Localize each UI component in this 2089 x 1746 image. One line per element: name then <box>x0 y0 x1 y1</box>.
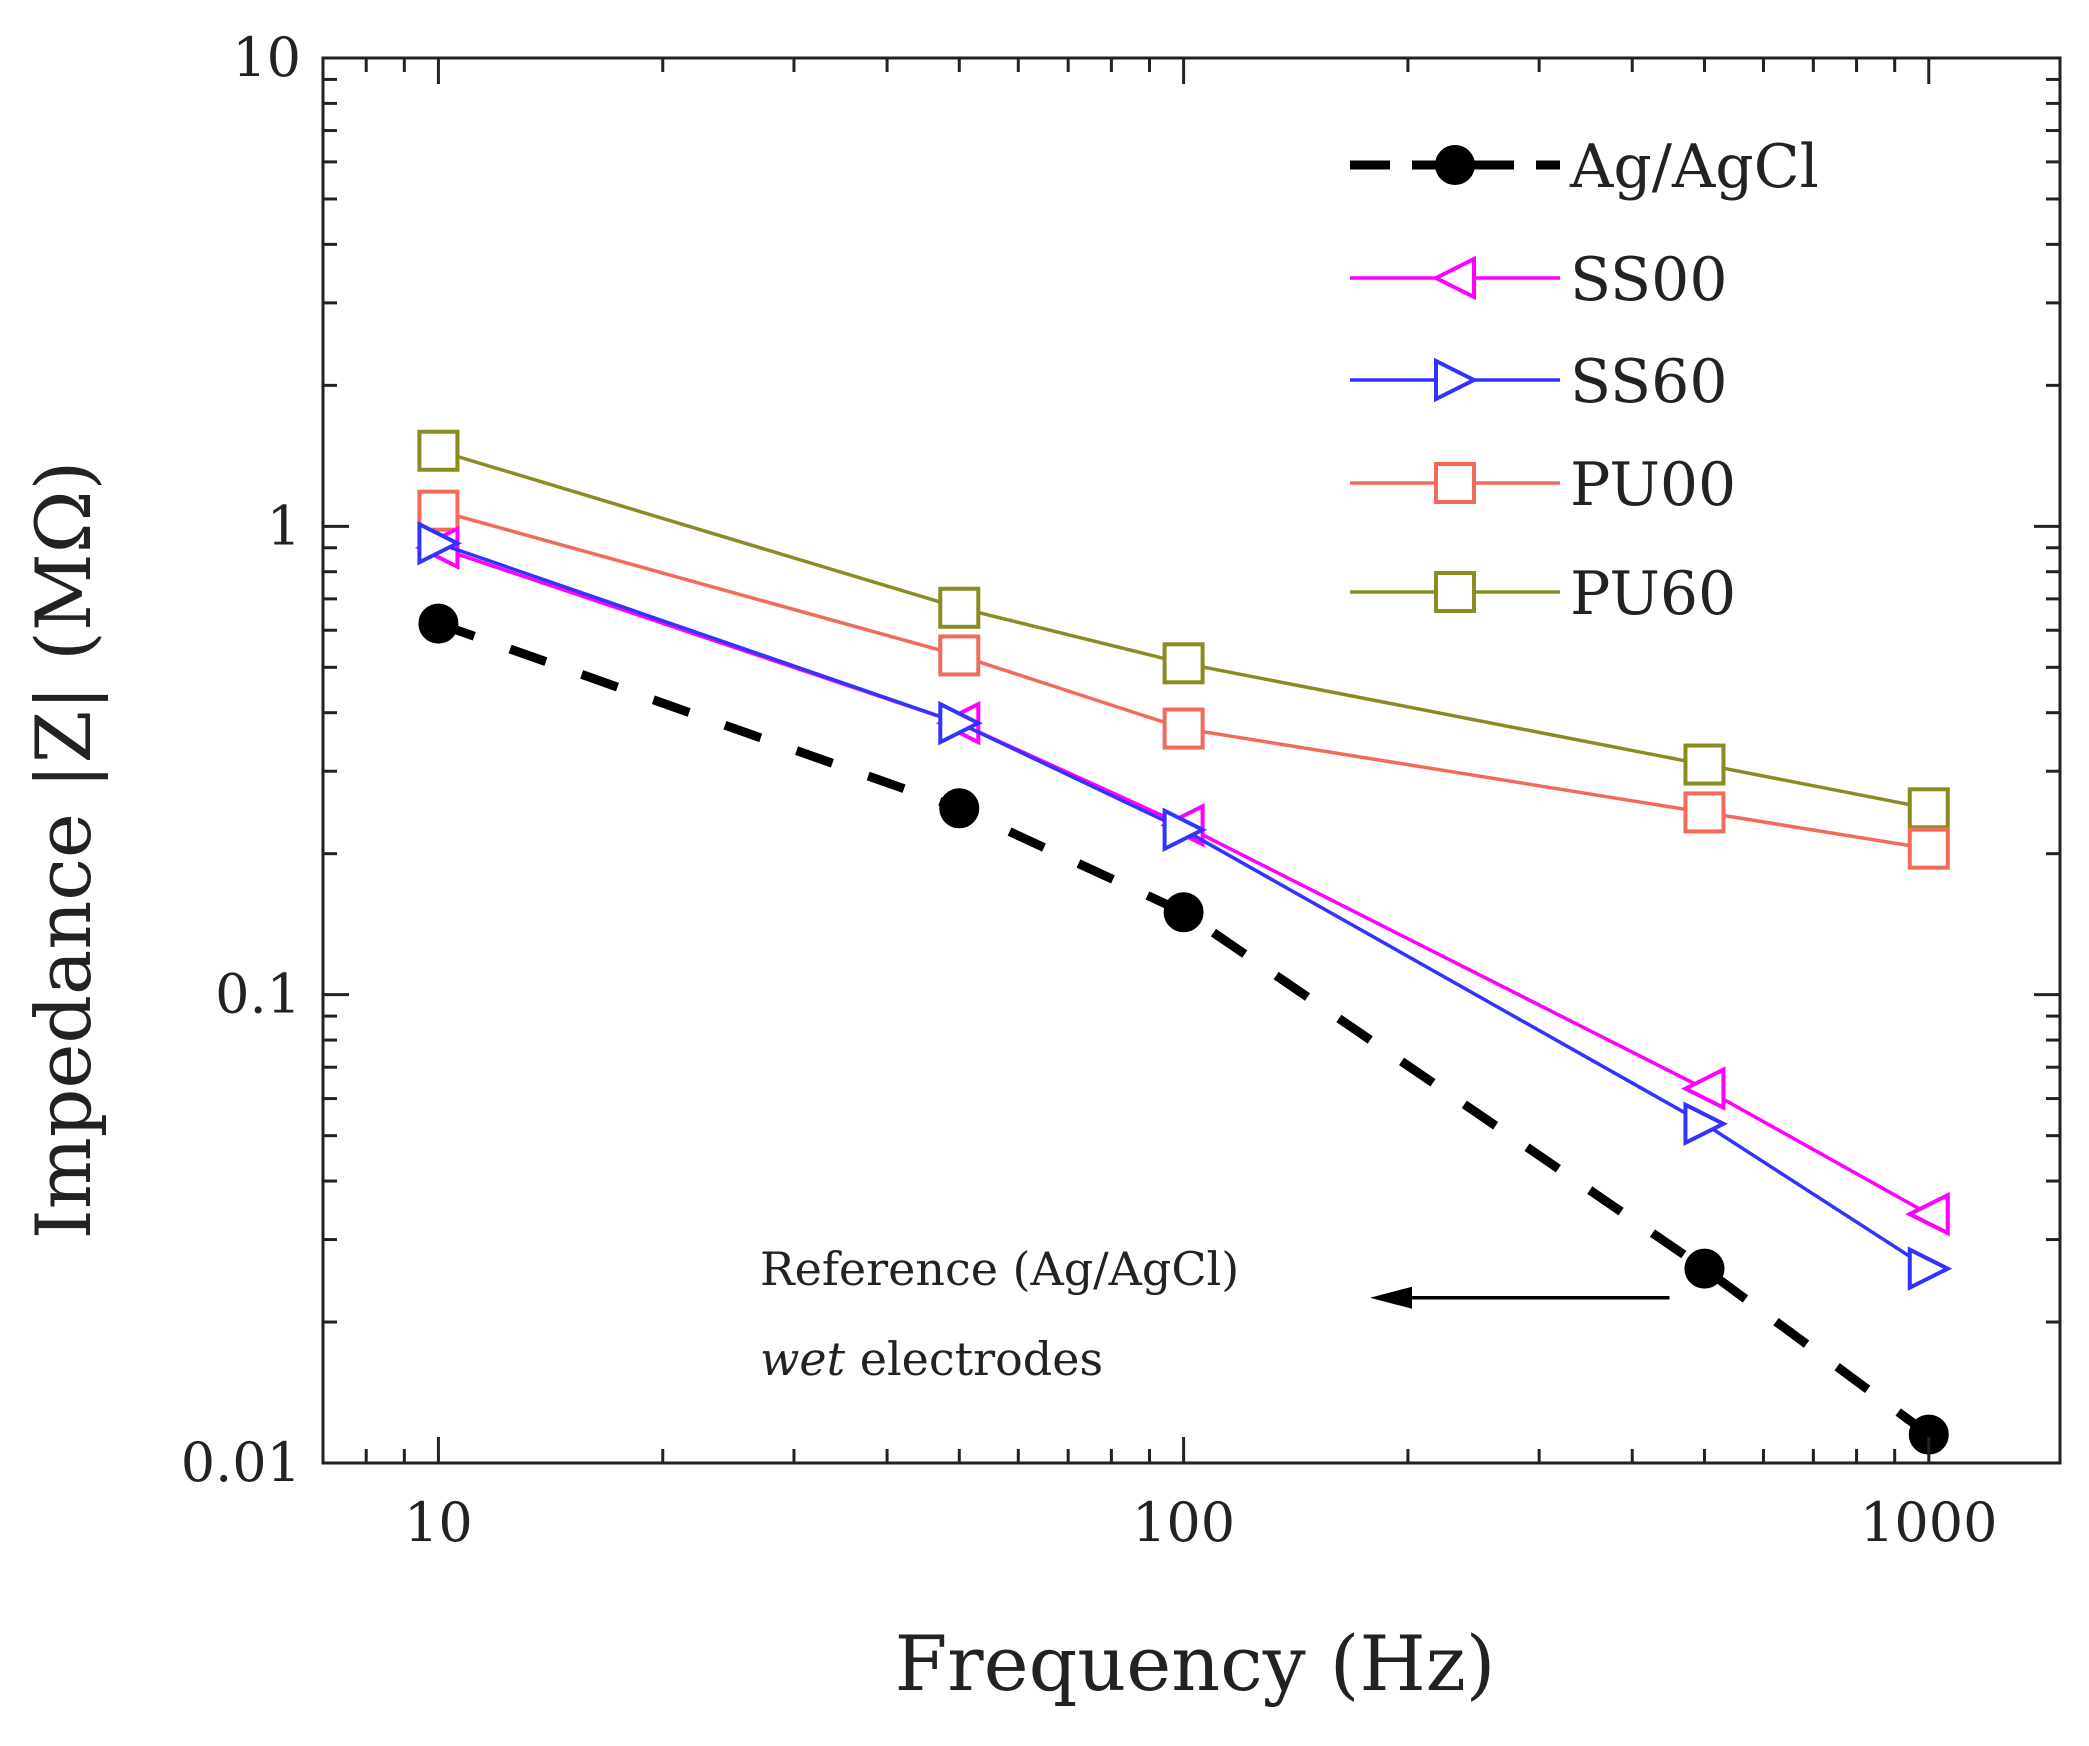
legend-marker-pu00 <box>1434 462 1476 504</box>
y-tick-label: 10 <box>232 26 301 89</box>
legend: Ag/AgCl SS00 SS60 PU00 PU60 <box>1350 132 1819 629</box>
data-point-ag-agcl <box>939 788 980 829</box>
y-tick-label: 0.01 <box>181 1431 301 1494</box>
y-tick-label: 1 <box>267 494 301 557</box>
x-tick-label: 100 <box>1132 1491 1235 1554</box>
data-point-ss60 <box>1683 1101 1728 1147</box>
data-point-ag-agcl <box>418 603 459 644</box>
legend-label-pu00: PU00 <box>1570 450 1736 520</box>
legend-label-ag-agcl: Ag/AgCl <box>1569 132 1819 202</box>
series-line-ag-agcl <box>436 619 1932 1439</box>
y-tick-label: 0.1 <box>215 963 301 1026</box>
annotation-line2: wet electrodes <box>760 1332 1103 1386</box>
data-point-pu00 <box>417 489 460 532</box>
data-point-ag-agcl <box>1163 892 1204 933</box>
data-point-ag-agcl <box>1684 1248 1725 1289</box>
plot-area <box>414 429 1953 1455</box>
annotation-arrow-head <box>1370 1286 1412 1309</box>
data-point-ss60 <box>938 700 983 746</box>
legend-label-ss60: SS60 <box>1570 347 1728 417</box>
axes: 10 100 1000 0.01 0.1 1 10 <box>181 26 2062 1554</box>
data-point-ss60 <box>417 521 462 566</box>
legend-marker-ss60 <box>1434 357 1479 403</box>
annotation: Reference (Ag/AgCl) wet electrodes <box>760 1242 1670 1386</box>
data-point-pu60 <box>1907 787 1950 830</box>
data-point-ss60 <box>1162 807 1208 852</box>
annotation-line1: Reference (Ag/AgCl) <box>760 1242 1239 1296</box>
data-point-pu60 <box>417 429 460 472</box>
legend-marker-pu60 <box>1434 571 1476 613</box>
data-point-pu00 <box>1683 791 1726 834</box>
annotation-line2-rest: electrodes <box>845 1332 1103 1386</box>
data-point-pu00 <box>1162 707 1205 750</box>
data-point-pu60 <box>1683 743 1726 786</box>
annotation-line2-italic: wet <box>760 1332 846 1386</box>
legend-label-ss00: SS00 <box>1570 245 1728 315</box>
legend-label-pu60: PU60 <box>1570 559 1736 629</box>
x-tick-label: 1000 <box>1860 1491 1997 1554</box>
x-axis-title: Frequency (Hz) <box>895 1619 1496 1708</box>
data-point-ss00 <box>1905 1191 1950 1237</box>
legend-marker-ag-agcl <box>1435 145 1475 185</box>
plot-frame <box>321 56 2062 1465</box>
data-point-pu00 <box>938 634 981 677</box>
data-point-pu60 <box>1162 642 1205 685</box>
legend-marker-ss00 <box>1431 255 1476 301</box>
data-point-ss60 <box>1907 1246 1953 1291</box>
data-point-pu00 <box>1907 827 1950 870</box>
x-tick-label: 10 <box>404 1491 473 1554</box>
data-point-ss00 <box>1680 1066 1726 1111</box>
y-axis-title: Impedance |Z| (MΩ) <box>19 461 108 1240</box>
data-point-pu60 <box>938 586 981 629</box>
